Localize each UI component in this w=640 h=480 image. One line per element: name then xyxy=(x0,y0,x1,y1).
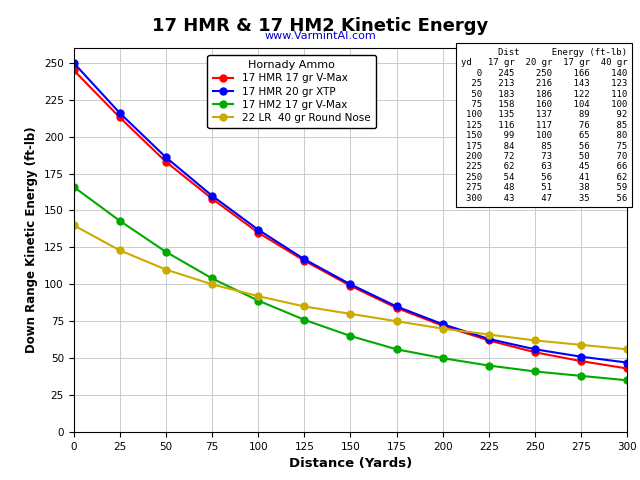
17 HMR 17 gr V-Max xyxy=(485,337,493,343)
17 HM2 17 gr V-Max xyxy=(439,355,447,361)
17 HMR 17 gr V-Max xyxy=(300,258,308,264)
22 LR  40 gr Round Nose xyxy=(623,347,631,352)
22 LR  40 gr Round Nose xyxy=(577,342,585,348)
22 LR  40 gr Round Nose xyxy=(485,332,493,337)
17 HM2 17 gr V-Max xyxy=(531,369,539,374)
Text: 17 HMR & 17 HM2 Kinetic Energy: 17 HMR & 17 HM2 Kinetic Energy xyxy=(152,17,488,35)
Y-axis label: Down Range Kinetic Energy (ft-lb): Down Range Kinetic Energy (ft-lb) xyxy=(26,127,38,353)
17 HM2 17 gr V-Max xyxy=(162,249,170,255)
Legend: 17 HMR 17 gr V-Max, 17 HMR 20 gr XTP, 17 HM2 17 gr V-Max, 22 LR  40 gr Round Nos: 17 HMR 17 gr V-Max, 17 HMR 20 gr XTP, 17… xyxy=(207,55,376,128)
17 HMR 17 gr V-Max xyxy=(623,366,631,372)
22 LR  40 gr Round Nose xyxy=(162,267,170,273)
22 LR  40 gr Round Nose xyxy=(116,248,124,253)
17 HMR 20 gr XTP xyxy=(162,155,170,160)
17 HM2 17 gr V-Max xyxy=(393,347,401,352)
17 HM2 17 gr V-Max xyxy=(485,363,493,369)
17 HM2 17 gr V-Max xyxy=(70,184,77,190)
22 LR  40 gr Round Nose xyxy=(531,337,539,343)
17 HM2 17 gr V-Max xyxy=(623,377,631,383)
17 HMR 17 gr V-Max xyxy=(208,196,216,202)
22 LR  40 gr Round Nose xyxy=(70,222,77,228)
Line: 17 HM2 17 gr V-Max: 17 HM2 17 gr V-Max xyxy=(70,183,630,384)
Text: www.VarmintAI.com: www.VarmintAI.com xyxy=(264,31,376,41)
22 LR  40 gr Round Nose xyxy=(254,293,262,299)
17 HMR 20 gr XTP xyxy=(393,303,401,309)
17 HMR 17 gr V-Max xyxy=(439,323,447,328)
17 HMR 20 gr XTP xyxy=(254,227,262,232)
17 HMR 17 gr V-Max xyxy=(393,305,401,311)
17 HM2 17 gr V-Max xyxy=(116,218,124,224)
22 LR  40 gr Round Nose xyxy=(208,281,216,287)
17 HMR 20 gr XTP xyxy=(347,281,355,287)
22 LR  40 gr Round Nose xyxy=(393,318,401,324)
17 HMR 17 gr V-Max xyxy=(577,358,585,364)
Line: 22 LR  40 gr Round Nose: 22 LR 40 gr Round Nose xyxy=(70,222,630,353)
17 HMR 17 gr V-Max xyxy=(254,230,262,236)
17 HMR 20 gr XTP xyxy=(439,321,447,327)
17 HM2 17 gr V-Max xyxy=(347,333,355,339)
17 HMR 20 gr XTP xyxy=(485,336,493,342)
X-axis label: Distance (Yards): Distance (Yards) xyxy=(289,457,412,470)
22 LR  40 gr Round Nose xyxy=(347,311,355,317)
17 HMR 17 gr V-Max xyxy=(531,349,539,355)
17 HMR 17 gr V-Max xyxy=(162,159,170,165)
22 LR  40 gr Round Nose xyxy=(439,326,447,332)
17 HMR 20 gr XTP xyxy=(577,354,585,360)
17 HMR 20 gr XTP xyxy=(116,110,124,116)
17 HM2 17 gr V-Max xyxy=(208,276,216,281)
17 HM2 17 gr V-Max xyxy=(300,317,308,323)
Line: 17 HMR 20 gr XTP: 17 HMR 20 gr XTP xyxy=(70,60,630,366)
17 HMR 20 gr XTP xyxy=(623,360,631,365)
17 HMR 20 gr XTP xyxy=(300,256,308,262)
17 HMR 20 gr XTP xyxy=(70,60,77,66)
17 HMR 17 gr V-Max xyxy=(116,115,124,120)
17 HMR 17 gr V-Max xyxy=(70,67,77,73)
17 HMR 17 gr V-Max xyxy=(347,283,355,288)
17 HMR 20 gr XTP xyxy=(531,347,539,352)
17 HM2 17 gr V-Max xyxy=(577,373,585,379)
Text: Dist      Energy (ft-lb)
yd   17 gr  20 gr  17 gr  40 gr
  0   245    250    166: Dist Energy (ft-lb) yd 17 gr 20 gr 17 gr… xyxy=(461,48,627,203)
17 HM2 17 gr V-Max xyxy=(254,298,262,303)
Line: 17 HMR 17 gr V-Max: 17 HMR 17 gr V-Max xyxy=(70,67,630,372)
17 HMR 20 gr XTP xyxy=(208,193,216,199)
22 LR  40 gr Round Nose xyxy=(300,303,308,309)
